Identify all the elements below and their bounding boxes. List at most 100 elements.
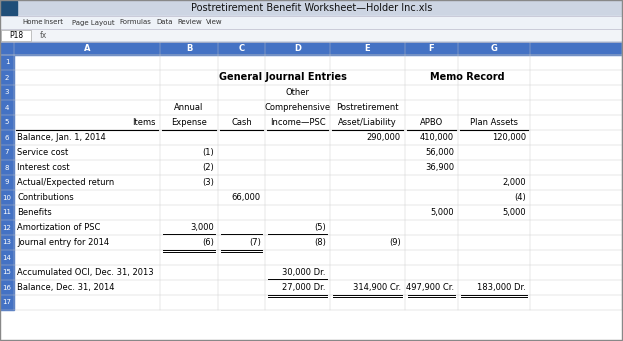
Text: 2,000: 2,000 — [502, 178, 526, 187]
Text: 13: 13 — [2, 239, 11, 246]
Text: 6: 6 — [5, 134, 9, 140]
Text: APBO: APBO — [420, 118, 443, 127]
Text: 120,000: 120,000 — [492, 133, 526, 142]
Bar — [0, 130, 14, 145]
Text: Formulas: Formulas — [120, 19, 151, 26]
Bar — [0, 29, 623, 42]
Text: Contributions: Contributions — [17, 193, 74, 202]
Text: Actual/Expected return: Actual/Expected return — [17, 178, 114, 187]
Text: P18: P18 — [9, 31, 23, 40]
Text: Insert: Insert — [43, 19, 63, 26]
Bar — [0, 205, 14, 220]
Text: F: F — [429, 44, 434, 53]
Bar — [0, 42, 623, 341]
Text: Annual: Annual — [174, 103, 204, 112]
Text: 56,000: 56,000 — [425, 148, 454, 157]
Text: Amortization of PSC: Amortization of PSC — [17, 223, 100, 232]
Text: 2: 2 — [5, 74, 9, 80]
Text: Page Layout: Page Layout — [72, 19, 115, 26]
Text: Memo Record: Memo Record — [430, 73, 505, 83]
Bar — [0, 100, 14, 115]
Bar — [14, 280, 623, 295]
Text: Balance, Dec. 31, 2014: Balance, Dec. 31, 2014 — [17, 283, 115, 292]
Text: (8): (8) — [314, 238, 326, 247]
Text: 5,000: 5,000 — [430, 208, 454, 217]
Text: A: A — [83, 44, 90, 53]
Text: 12: 12 — [2, 224, 11, 231]
Text: General Journal Entries: General Journal Entries — [219, 73, 346, 83]
Text: Plan Assets: Plan Assets — [470, 118, 518, 127]
Text: Balance, Jan. 1, 2014: Balance, Jan. 1, 2014 — [17, 133, 106, 142]
Text: D: D — [294, 44, 301, 53]
Bar — [0, 190, 14, 205]
Text: 11: 11 — [2, 209, 11, 216]
Bar — [14, 85, 623, 100]
Bar — [0, 235, 14, 250]
Text: 8: 8 — [5, 164, 9, 170]
Bar — [0, 55, 14, 70]
Text: 14: 14 — [2, 254, 11, 261]
Text: 4: 4 — [5, 104, 9, 110]
Text: Home: Home — [22, 19, 42, 26]
Text: Accumulated OCI, Dec. 31, 2013: Accumulated OCI, Dec. 31, 2013 — [17, 268, 154, 277]
Text: 5,000: 5,000 — [502, 208, 526, 217]
Bar — [0, 280, 14, 295]
Text: (5): (5) — [314, 223, 326, 232]
Text: 290,000: 290,000 — [367, 133, 401, 142]
Bar — [14, 220, 623, 235]
Text: (1): (1) — [202, 148, 214, 157]
Text: 9: 9 — [5, 179, 9, 186]
Text: Postretirement Benefit Worksheet—Holder Inc.xls: Postretirement Benefit Worksheet—Holder … — [191, 3, 432, 13]
Text: 5: 5 — [5, 119, 9, 125]
Bar — [14, 160, 623, 175]
Text: View: View — [206, 19, 223, 26]
Text: 1: 1 — [5, 59, 9, 65]
Text: C: C — [239, 44, 245, 53]
Bar — [0, 85, 14, 100]
Text: 30,000 Dr.: 30,000 Dr. — [282, 268, 326, 277]
Text: Income—PSC: Income—PSC — [270, 118, 325, 127]
Text: 314,900 Cr.: 314,900 Cr. — [353, 283, 401, 292]
Bar — [0, 160, 14, 175]
Bar — [14, 205, 623, 220]
Text: 3,000: 3,000 — [190, 223, 214, 232]
Bar — [0, 265, 14, 280]
Text: 410,000: 410,000 — [420, 133, 454, 142]
Bar — [14, 100, 623, 115]
Text: Journal entry for 2014: Journal entry for 2014 — [17, 238, 109, 247]
Bar — [14, 55, 623, 70]
Text: 27,000 Dr.: 27,000 Dr. — [282, 283, 326, 292]
Text: 3: 3 — [5, 89, 9, 95]
Bar — [0, 145, 14, 160]
Bar — [14, 145, 623, 160]
Text: 66,000: 66,000 — [232, 193, 261, 202]
Text: Comprehensive: Comprehensive — [264, 103, 331, 112]
Bar — [14, 70, 623, 85]
Text: Review: Review — [178, 19, 202, 26]
Bar — [0, 175, 14, 190]
Text: 10: 10 — [2, 194, 11, 201]
Bar — [0, 115, 14, 130]
Bar — [0, 42, 623, 55]
Text: fx: fx — [40, 31, 47, 40]
Text: 17: 17 — [2, 299, 11, 306]
Bar — [14, 265, 623, 280]
Text: Postretirement: Postretirement — [336, 103, 399, 112]
Text: 183,000 Dr.: 183,000 Dr. — [477, 283, 526, 292]
Text: 497,900 Cr.: 497,900 Cr. — [406, 283, 454, 292]
Text: 36,900: 36,900 — [425, 163, 454, 172]
Text: Items: Items — [133, 118, 156, 127]
Text: (2): (2) — [202, 163, 214, 172]
Bar — [14, 190, 623, 205]
Bar — [1, 30, 31, 41]
Text: Asset/Liability: Asset/Liability — [338, 118, 397, 127]
Bar — [0, 16, 623, 29]
Text: (7): (7) — [249, 238, 261, 247]
Bar — [0, 70, 14, 85]
Text: E: E — [364, 44, 370, 53]
Text: (4): (4) — [514, 193, 526, 202]
Bar — [14, 115, 623, 130]
Text: G: G — [490, 44, 497, 53]
Bar — [14, 250, 623, 265]
Text: (9): (9) — [389, 238, 401, 247]
